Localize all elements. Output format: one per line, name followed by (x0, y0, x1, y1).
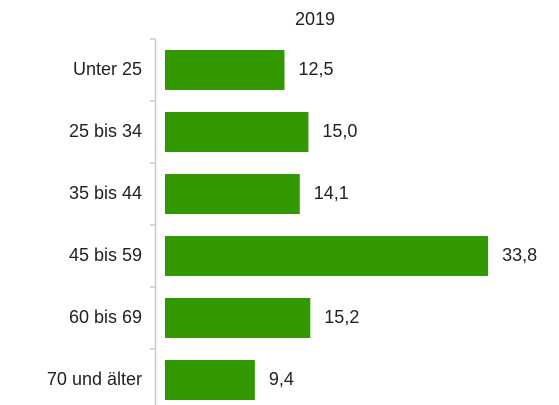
bar (165, 236, 489, 276)
value-label: 12,5 (299, 59, 334, 79)
value-label: 33,8 (502, 245, 537, 265)
category-label: 35 bis 44 (69, 183, 142, 203)
category-label: 70 und älter (47, 369, 142, 389)
bar (165, 174, 300, 214)
value-label: 9,4 (269, 369, 294, 389)
value-label: 15,2 (324, 307, 359, 327)
category-label: 25 bis 34 (69, 121, 142, 141)
category-label: 45 bis 59 (69, 245, 142, 265)
value-label: 14,1 (314, 183, 349, 203)
bar (165, 360, 255, 400)
category-label: 60 bis 69 (69, 307, 142, 327)
value-label: 15,0 (322, 121, 357, 141)
bar (165, 50, 285, 90)
bar (165, 298, 311, 338)
category-label: Unter 25 (73, 59, 142, 79)
bar (165, 112, 309, 152)
chart-title: 2019 (295, 9, 335, 29)
